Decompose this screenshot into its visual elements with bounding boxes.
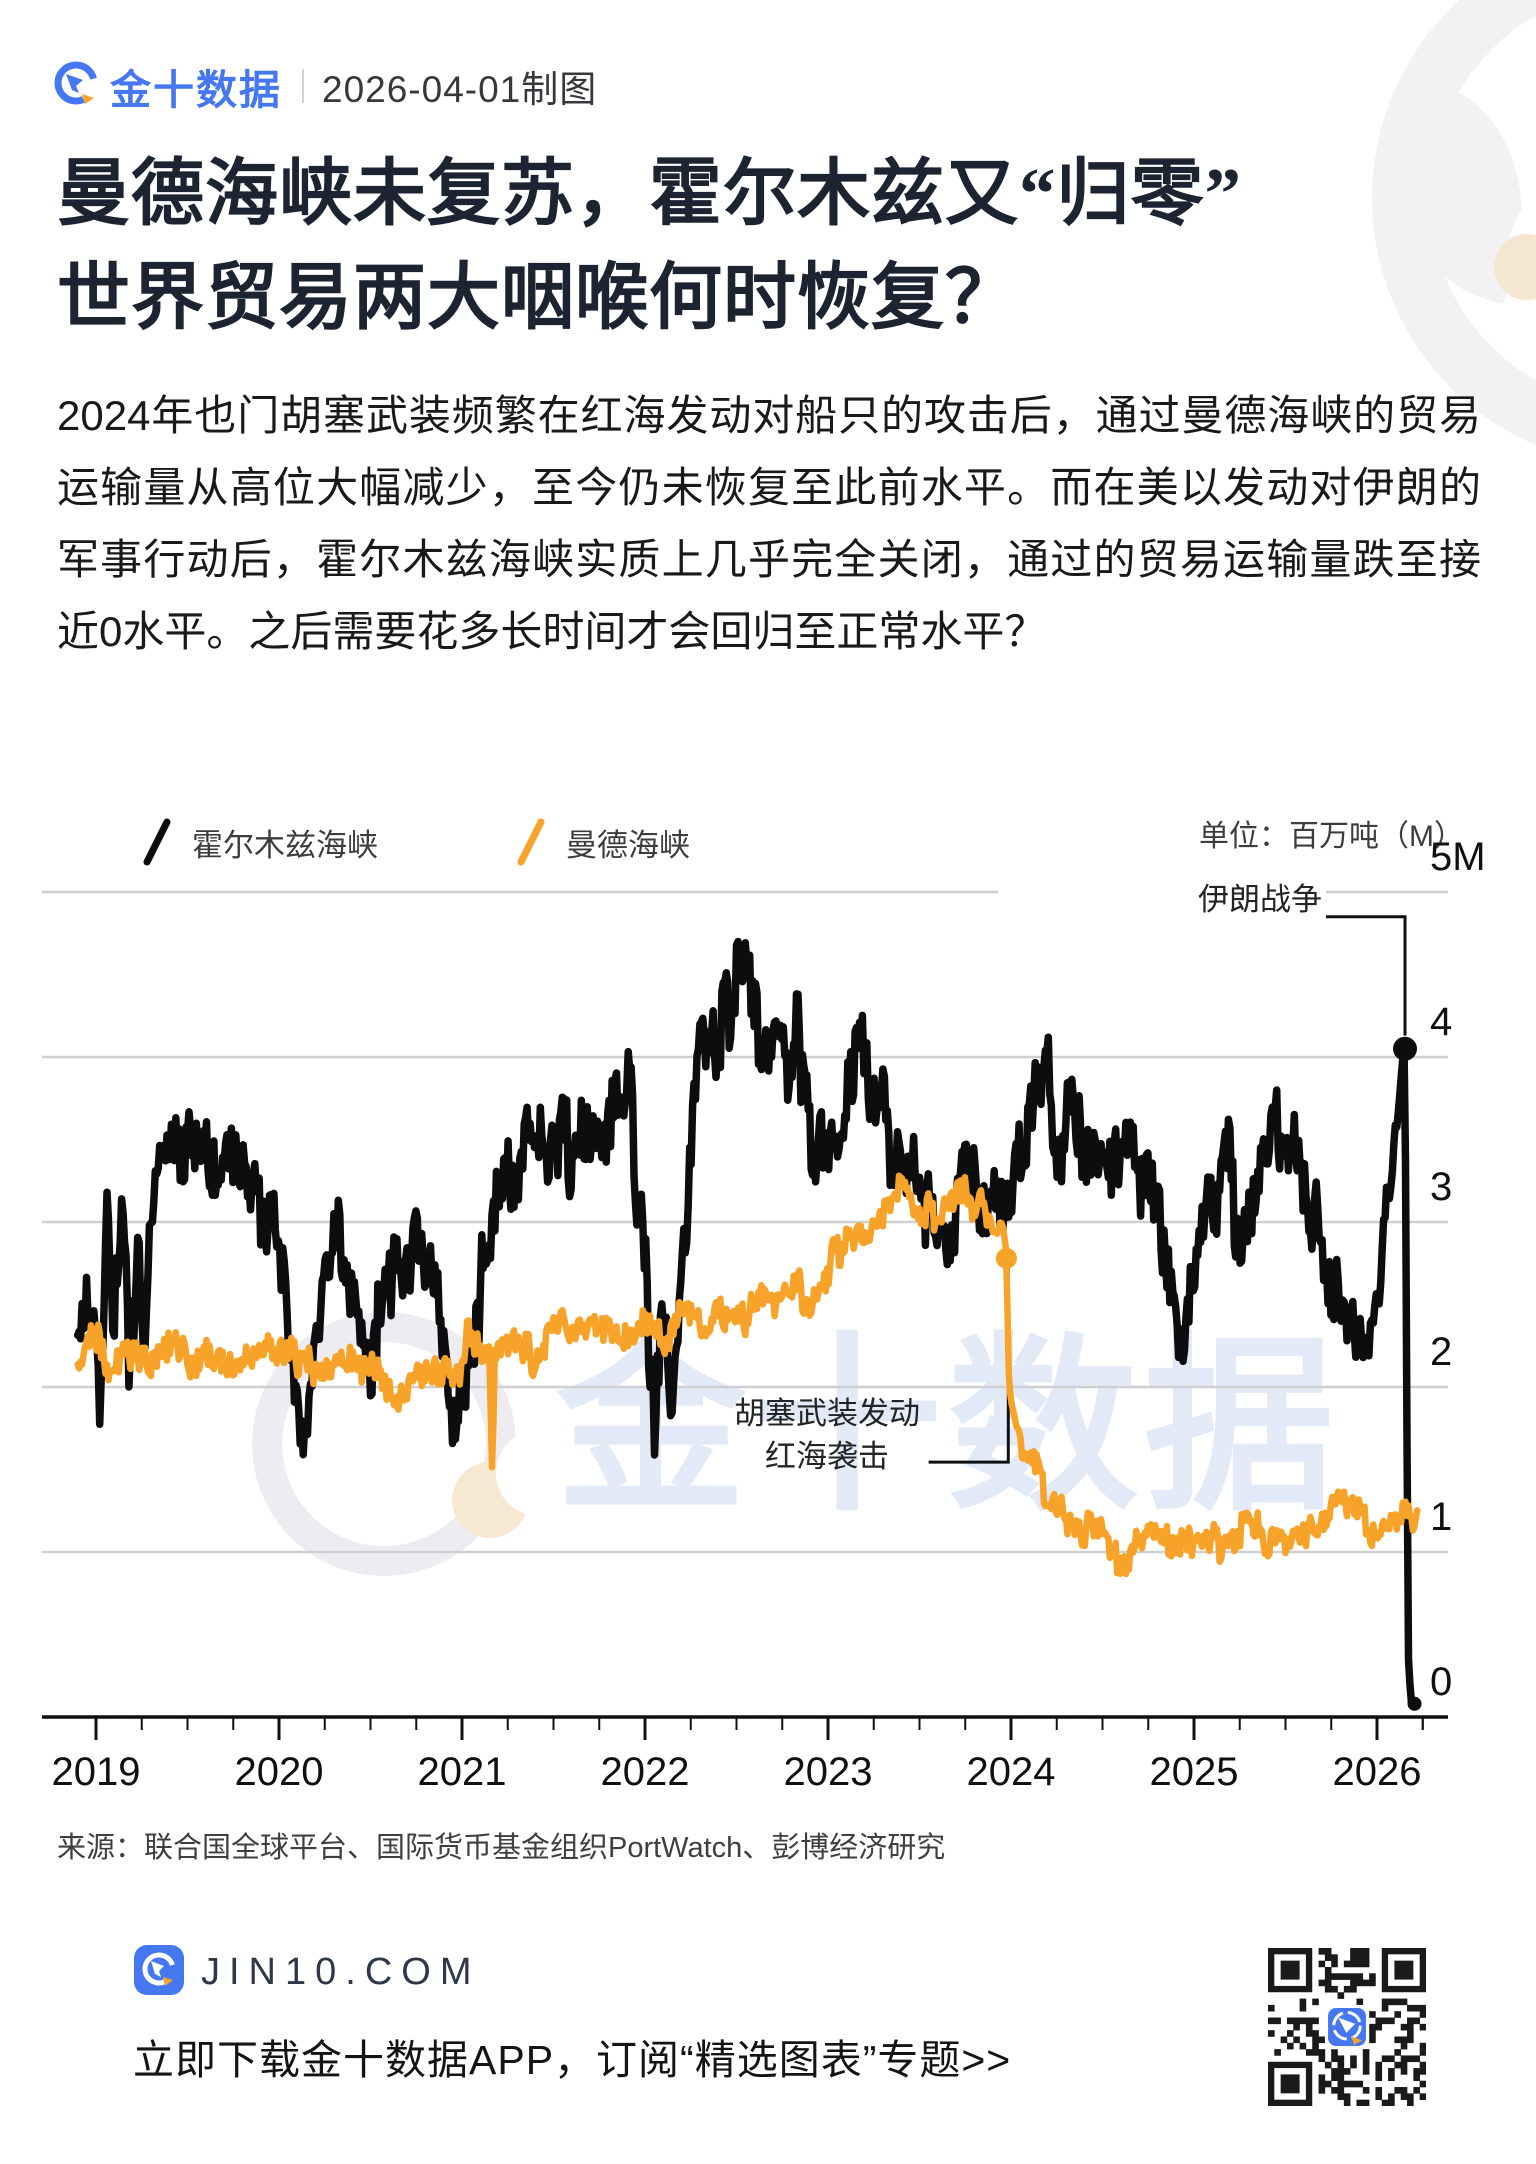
qr-code — [1268, 1948, 1427, 2107]
tick-label: 3 — [1430, 1165, 1453, 1209]
site-name: JIN10.COM — [201, 1951, 481, 1993]
annotation-houthi-attack: 胡塞武装发动 红海袭击 — [667, 1392, 987, 1478]
tick-label: 4 — [1430, 1000, 1453, 1044]
header-divider — [302, 69, 304, 103]
tick-label: 2024 — [966, 1750, 1056, 1794]
annotation-houthi-line-1: 胡塞武装发动 — [734, 1396, 920, 1431]
footer-brand-row: JIN10.COM — [133, 1944, 480, 2001]
tick-label: 2022 — [600, 1750, 690, 1794]
annotation-iran-war: 伊朗战争 — [998, 872, 1326, 921]
hormuz-line-swatch-icon — [143, 818, 171, 866]
tick-label: 0 — [1430, 1660, 1453, 1704]
legend-label-hormuz: 霍尔木兹海峡 — [192, 827, 378, 863]
tick-label: 5M — [1430, 835, 1486, 879]
header: 金十数据 2026-04-01制图 — [52, 60, 598, 113]
page-title: 曼德海峡未复苏，霍尔木兹又“归零” 世界贸易两大咽喉何时恢复？ — [57, 142, 1497, 350]
watermark-logo-cut — [496, 1430, 582, 1516]
legend-item-hormuz: 霍尔木兹海峡 — [140, 818, 378, 866]
intro-paragraph: 2024年也门胡塞武装频繁在红海发动对船只的攻击后，通过曼德海峡的贸易运输量从高… — [57, 392, 1481, 655]
tick-label: 2021 — [417, 1750, 507, 1794]
legend-item-mandeb: 曼德海峡 — [514, 818, 690, 866]
tick-label: 2020 — [234, 1750, 324, 1794]
tick-label: 1 — [1430, 1495, 1453, 1539]
source-note: 来源：联合国全球平台、国际货币基金组织PortWatch、彭博经济研究 — [57, 1832, 946, 1864]
jin10-logo-icon — [52, 60, 100, 113]
mandeb-line-swatch-icon — [517, 818, 545, 866]
annotation-houthi-line-2: 红海袭击 — [765, 1439, 889, 1474]
unit-label: 单位：百万吨（M） — [1199, 820, 1464, 853]
tick-label: 2025 — [1149, 1750, 1239, 1794]
legend-label-mandeb: 曼德海峡 — [566, 827, 690, 863]
footer-tagline[interactable]: 立即下载金十数据APP，订阅“精选图表”专题>> — [133, 2037, 1012, 2083]
chart-date: 2026-04-01制图 — [322, 69, 598, 110]
title-line-1: 曼德海峡未复苏，霍尔木兹又“归零” — [57, 153, 1242, 234]
tick-label: 2 — [1430, 1330, 1453, 1374]
jin10-app-icon — [133, 1944, 185, 2001]
tick-label: 2019 — [51, 1750, 141, 1794]
tick-label: 2026 — [1332, 1750, 1422, 1794]
tick-label: 2023 — [783, 1750, 873, 1794]
watermark-text: 金十数据 — [556, 1321, 1341, 1533]
brand-name: 金十数据 — [110, 67, 282, 113]
title-line-2: 世界贸易两大咽喉何时恢复？ — [57, 257, 1019, 338]
